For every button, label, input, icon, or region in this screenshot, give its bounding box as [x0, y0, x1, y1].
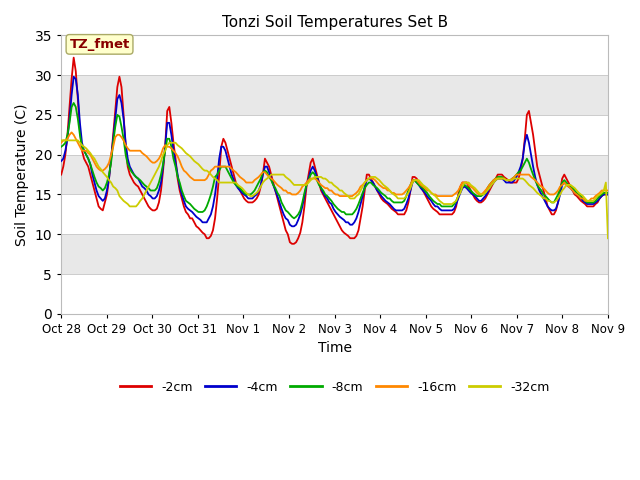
Bar [61, 75, 608, 115]
Bar [61, 155, 608, 194]
Bar [61, 234, 608, 274]
Title: Tonzi Soil Temperatures Set B: Tonzi Soil Temperatures Set B [221, 15, 447, 30]
X-axis label: Time: Time [317, 341, 351, 355]
Legend: -2cm, -4cm, -8cm, -16cm, -32cm: -2cm, -4cm, -8cm, -16cm, -32cm [115, 376, 554, 399]
Y-axis label: Soil Temperature (C): Soil Temperature (C) [15, 103, 29, 246]
Text: TZ_fmet: TZ_fmet [69, 38, 130, 51]
